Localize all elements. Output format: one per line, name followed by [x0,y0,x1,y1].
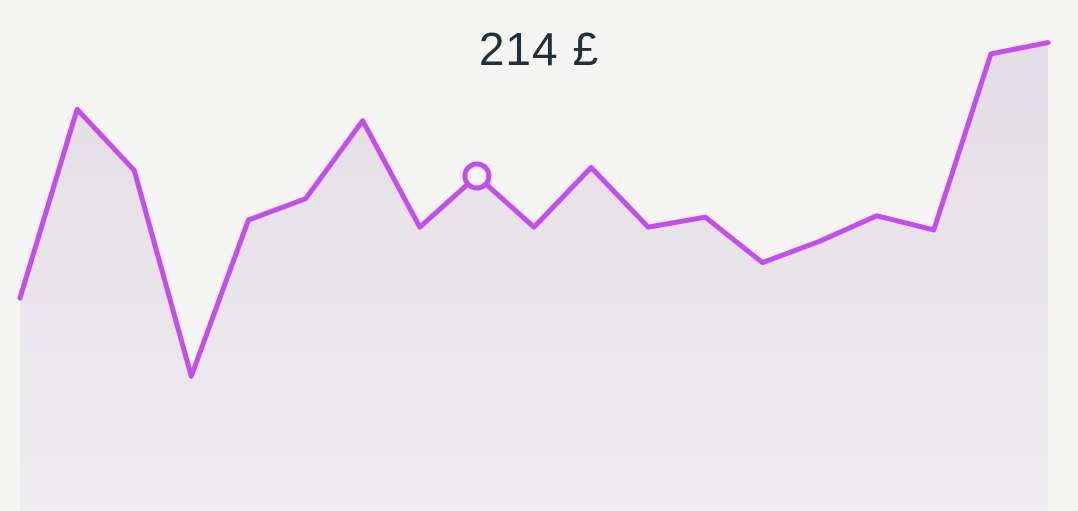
currency-symbol: £ [572,23,600,75]
data-point[interactable] [645,224,651,230]
data-point[interactable] [931,227,937,233]
data-point[interactable] [988,51,994,57]
data-point[interactable] [188,373,194,379]
data-point[interactable] [531,224,537,230]
data-point[interactable] [817,238,823,244]
data-point[interactable] [588,165,594,171]
current-value: 214 [478,23,559,75]
data-point[interactable] [360,118,366,124]
area-fill [20,42,1048,511]
data-point[interactable] [303,196,309,202]
data-point[interactable] [17,295,23,301]
data-point[interactable] [759,260,765,266]
data-point[interactable] [74,106,80,112]
data-point[interactable] [245,217,251,223]
data-point[interactable] [874,213,880,219]
data-point[interactable] [1045,40,1051,46]
data-point[interactable] [417,224,423,230]
selected-point-marker[interactable] [462,161,492,191]
data-point[interactable] [702,214,708,220]
current-value-display: 214 £ [0,22,1078,76]
data-point[interactable] [131,167,137,173]
series-line [17,40,1051,379]
